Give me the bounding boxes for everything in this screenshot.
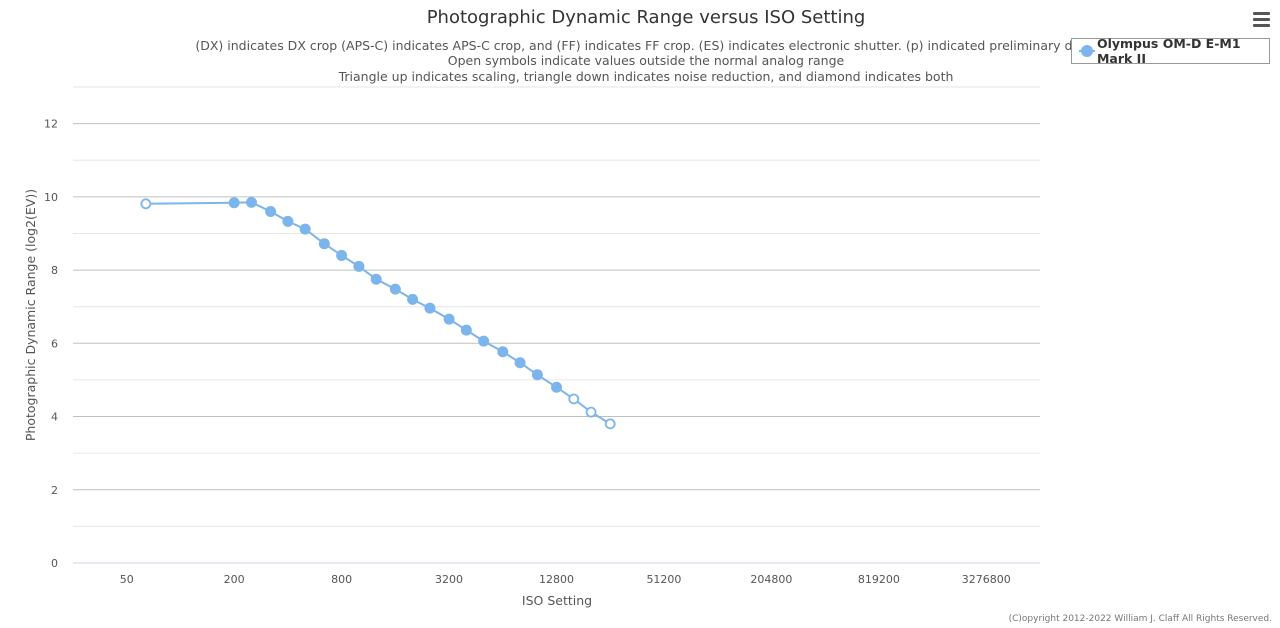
x-tick-label: 3276800 xyxy=(962,573,1011,586)
data-point xyxy=(389,283,401,295)
x-tick-label: 12800 xyxy=(539,573,574,586)
legend-item-olympus[interactable]: Olympus OM-D E-M1 Mark II xyxy=(1071,36,1270,66)
chart-subtitle-line-1: (DX) indicates DX crop (APS-C) indicates… xyxy=(195,38,1096,53)
data-point xyxy=(228,197,240,209)
x-tick-label: 819200 xyxy=(858,573,900,586)
data-point xyxy=(551,381,562,393)
hamburger-menu-icon[interactable] xyxy=(1250,9,1272,29)
x-tick-label: 50 xyxy=(120,573,134,586)
data-point-open xyxy=(585,406,597,418)
y-tick-label: 12 xyxy=(44,118,58,131)
series-olympus xyxy=(140,196,616,430)
chart-subtitle-line-3: Triangle up indicates scaling, triangle … xyxy=(338,69,954,84)
data-point xyxy=(497,346,509,358)
data-point xyxy=(245,196,257,208)
y-axis-title: Photographic Dynamic Range (log2(EV)) xyxy=(23,189,38,441)
credits-text: (C)opyright 2012-2022 William J. Claff A… xyxy=(1009,614,1272,624)
legend-marker-icon xyxy=(1079,45,1095,57)
data-point-open xyxy=(568,393,580,405)
data-point xyxy=(531,369,543,381)
data-point xyxy=(514,357,526,369)
y-tick-label: 0 xyxy=(51,557,58,570)
x-tick-label: 204800 xyxy=(750,573,792,586)
data-point xyxy=(478,335,490,347)
y-tick-label: 6 xyxy=(51,337,58,350)
data-point-open xyxy=(140,198,152,210)
data-point-open xyxy=(604,418,616,430)
grid xyxy=(73,86,1040,527)
axes: 0 2 4 6 8 10 12 50 200 800 3200 12800 51200 204800 819… xyxy=(44,118,1040,586)
y-tick-label: 2 xyxy=(51,484,58,497)
x-tick-label: 800 xyxy=(331,573,352,586)
y-tick-label: 8 xyxy=(51,264,58,277)
x-axis-title: ISO Setting xyxy=(522,593,592,608)
data-point xyxy=(370,273,382,285)
data-point xyxy=(299,223,311,235)
chart-title: Photographic Dynamic Range versus ISO Se… xyxy=(427,7,866,28)
data-point xyxy=(353,260,365,272)
x-tick-label: 200 xyxy=(224,573,245,586)
data-point xyxy=(282,215,294,227)
y-tick-label: 10 xyxy=(44,191,58,204)
x-tick-label: 3200 xyxy=(435,573,463,586)
series-line xyxy=(145,201,611,425)
data-point xyxy=(460,324,472,336)
data-point xyxy=(336,249,348,261)
y-tick-label: 4 xyxy=(51,411,58,424)
data-point xyxy=(265,205,277,217)
data-point xyxy=(443,313,455,325)
data-point xyxy=(318,238,330,250)
legend-label: Olympus OM-D E-M1 Mark II xyxy=(1096,36,1241,66)
x-tick-label: 51200 xyxy=(646,573,681,586)
chart-subtitle-line-2: Open symbols indicate values outside the… xyxy=(448,53,845,68)
data-point xyxy=(407,293,419,305)
data-point xyxy=(424,302,436,314)
